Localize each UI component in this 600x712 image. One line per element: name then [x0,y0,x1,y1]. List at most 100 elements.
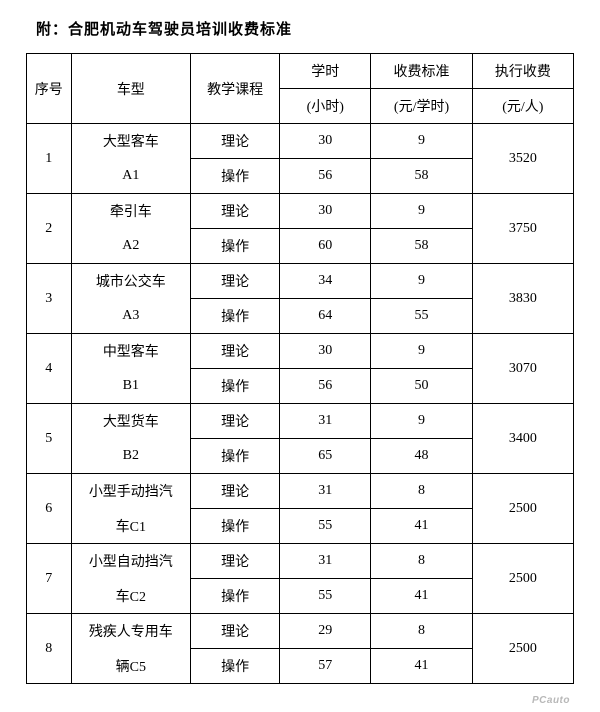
cell-type-line2: 辆C5 [71,649,191,684]
fee-table: 序号 车型 教学课程 学时 收费标准 执行收费 (小时) (元/学时) (元/人… [26,53,574,684]
cell-course-theory: 理论 [191,544,280,579]
cell-course-practice: 操作 [191,229,280,264]
cell-type-line1: 大型客车 [71,124,191,159]
cell-practice-hours: 56 [280,159,371,194]
cell-no: 5 [27,404,72,474]
cell-type-line2: 车C1 [71,509,191,544]
header-fee: 执行收费 [472,54,573,89]
cell-theory-hours: 30 [280,334,371,369]
cell-course-practice: 操作 [191,299,280,334]
cell-type-line2: B2 [71,439,191,474]
cell-no: 1 [27,124,72,194]
cell-course-practice: 操作 [191,579,280,614]
page-title: 附：合肥机动车驾驶员培训收费标准 [36,18,574,39]
cell-theory-rate: 9 [371,194,472,229]
cell-type-line1: 大型货车 [71,404,191,439]
cell-type-line1: 小型手动挡汽 [71,474,191,509]
cell-type-line2: A1 [71,159,191,194]
cell-type-line1: 牵引车 [71,194,191,229]
cell-course-theory: 理论 [191,614,280,649]
cell-theory-hours: 29 [280,614,371,649]
cell-fee: 3400 [472,404,573,474]
header-no: 序号 [27,54,72,124]
cell-theory-hours: 31 [280,474,371,509]
cell-type-line2: B1 [71,369,191,404]
cell-theory-rate: 9 [371,334,472,369]
cell-fee: 3520 [472,124,573,194]
cell-theory-rate: 9 [371,264,472,299]
table-row: 2牵引车理论3093750 [27,194,574,229]
table-row: 5大型货车理论3193400 [27,404,574,439]
cell-type-line1: 中型客车 [71,334,191,369]
cell-no: 6 [27,474,72,544]
cell-theory-hours: 30 [280,194,371,229]
cell-no: 3 [27,264,72,334]
cell-practice-hours: 60 [280,229,371,264]
cell-practice-rate: 58 [371,229,472,264]
cell-no: 4 [27,334,72,404]
cell-course-theory: 理论 [191,124,280,159]
cell-practice-hours: 55 [280,579,371,614]
cell-theory-rate: 8 [371,614,472,649]
cell-theory-rate: 8 [371,474,472,509]
cell-practice-hours: 55 [280,509,371,544]
cell-practice-rate: 41 [371,579,472,614]
header-hours: 学时 [280,54,371,89]
table-row: 1大型客车理论3093520 [27,124,574,159]
cell-fee: 2500 [472,544,573,614]
cell-theory-rate: 9 [371,124,472,159]
cell-course-theory: 理论 [191,194,280,229]
cell-practice-rate: 41 [371,649,472,684]
cell-practice-rate: 55 [371,299,472,334]
cell-fee: 3750 [472,194,573,264]
cell-fee: 3830 [472,264,573,334]
cell-practice-rate: 50 [371,369,472,404]
watermark: PCauto [532,695,570,706]
header-hours-unit: (小时) [280,89,371,124]
cell-theory-hours: 30 [280,124,371,159]
cell-type-line2: A3 [71,299,191,334]
cell-theory-rate: 9 [371,404,472,439]
cell-course-theory: 理论 [191,404,280,439]
header-rate-unit: (元/学时) [371,89,472,124]
cell-no: 7 [27,544,72,614]
cell-fee: 3070 [472,334,573,404]
cell-theory-hours: 34 [280,264,371,299]
cell-practice-hours: 56 [280,369,371,404]
cell-practice-rate: 41 [371,509,472,544]
cell-theory-hours: 31 [280,404,371,439]
table-row: 3城市公交车理论3493830 [27,264,574,299]
table-row: 6小型手动挡汽理论3182500 [27,474,574,509]
cell-fee: 2500 [472,474,573,544]
cell-type-line1: 残疾人专用车 [71,614,191,649]
header-course: 教学课程 [191,54,280,124]
header-fee-unit: (元/人) [472,89,573,124]
cell-no: 8 [27,614,72,684]
cell-course-practice: 操作 [191,159,280,194]
cell-practice-hours: 57 [280,649,371,684]
cell-course-theory: 理论 [191,264,280,299]
cell-course-theory: 理论 [191,334,280,369]
cell-course-theory: 理论 [191,474,280,509]
cell-practice-rate: 48 [371,439,472,474]
cell-fee: 2500 [472,614,573,684]
cell-type-line1: 城市公交车 [71,264,191,299]
header-rate: 收费标准 [371,54,472,89]
cell-no: 2 [27,194,72,264]
cell-theory-rate: 8 [371,544,472,579]
cell-course-practice: 操作 [191,509,280,544]
cell-type-line2: 车C2 [71,579,191,614]
cell-type-line1: 小型自动挡汽 [71,544,191,579]
cell-practice-hours: 64 [280,299,371,334]
cell-course-practice: 操作 [191,439,280,474]
cell-theory-hours: 31 [280,544,371,579]
table-row: 4中型客车理论3093070 [27,334,574,369]
table-row: 8残疾人专用车理论2982500 [27,614,574,649]
header-type: 车型 [71,54,191,124]
cell-course-practice: 操作 [191,649,280,684]
table-row: 7小型自动挡汽理论3182500 [27,544,574,579]
cell-practice-rate: 58 [371,159,472,194]
cell-course-practice: 操作 [191,369,280,404]
cell-practice-hours: 65 [280,439,371,474]
cell-type-line2: A2 [71,229,191,264]
